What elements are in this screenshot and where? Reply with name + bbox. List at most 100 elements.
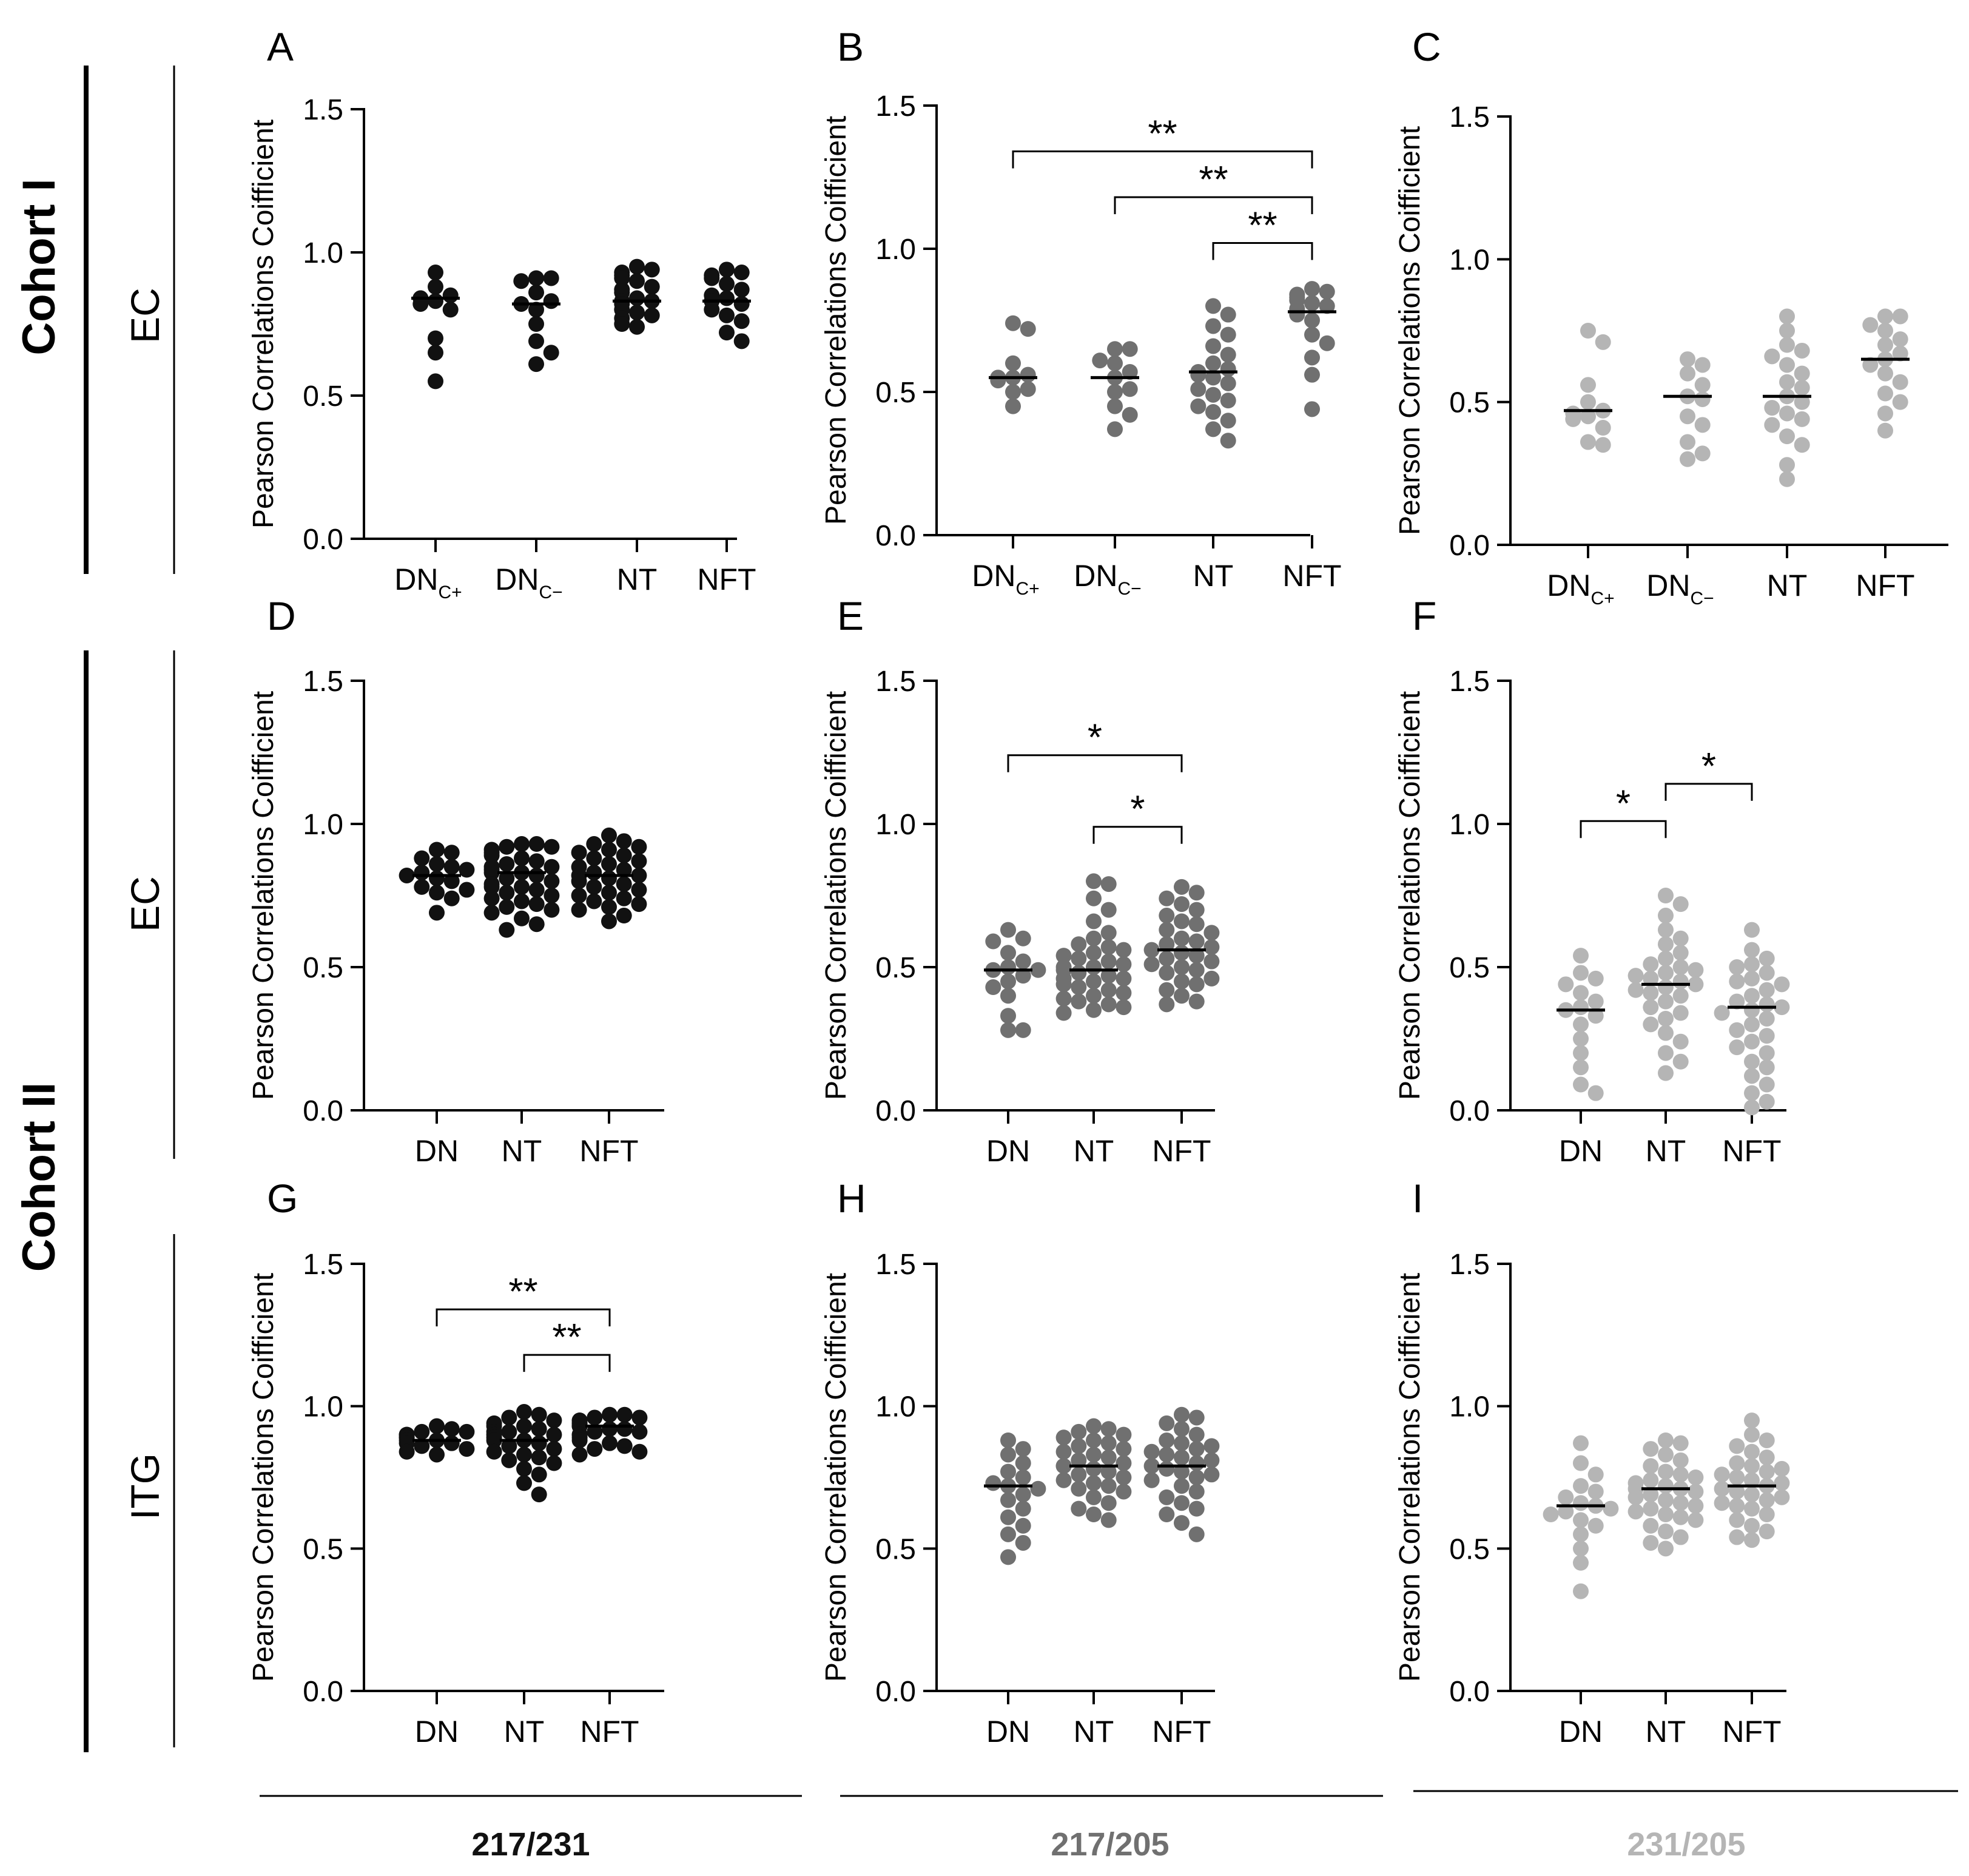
data-point	[516, 1404, 532, 1420]
y-tick-label: 1.5	[1449, 1249, 1490, 1281]
data-point	[1573, 1031, 1589, 1047]
data-point	[513, 273, 530, 289]
data-point	[1774, 1460, 1790, 1477]
data-point	[1643, 1534, 1659, 1551]
data-point	[1203, 925, 1220, 941]
data-point	[1694, 417, 1711, 433]
data-point	[1220, 433, 1236, 449]
data-point	[1729, 973, 1745, 990]
data-point	[1573, 1554, 1589, 1571]
x-tick-label: NFT	[1722, 1134, 1781, 1168]
data-point	[1015, 1469, 1031, 1485]
data-point	[1573, 1583, 1589, 1599]
data-point	[1100, 1478, 1117, 1494]
y-tick-label: 1.0	[303, 809, 343, 841]
data-point	[1159, 890, 1175, 906]
data-point	[644, 261, 660, 278]
data-point	[1086, 1432, 1102, 1448]
data-point	[483, 865, 500, 881]
data-point	[1174, 1406, 1190, 1423]
data-point	[1005, 315, 1021, 331]
panel-letter-F: F	[1412, 593, 1436, 638]
data-point	[1892, 374, 1908, 390]
data-point	[1205, 298, 1221, 314]
data-point	[514, 836, 530, 852]
panel-letter-D: D	[267, 593, 296, 638]
data-point	[1000, 973, 1016, 990]
data-point	[1892, 394, 1908, 410]
x-tick-label: NT	[504, 1715, 545, 1749]
data-point	[1794, 437, 1810, 453]
panel-letter-E: E	[837, 593, 864, 638]
data-point	[1159, 936, 1175, 953]
data-point	[1744, 956, 1760, 973]
x-tick-label: NFT	[1282, 559, 1341, 593]
data-point	[483, 890, 500, 906]
data-point	[1205, 386, 1221, 403]
data-point	[1892, 331, 1908, 348]
x-tick-label: NT	[1074, 1715, 1114, 1749]
data-point	[1759, 1059, 1775, 1076]
data-point	[1573, 1455, 1589, 1471]
data-point	[1188, 948, 1205, 964]
panel-letter-G: G	[267, 1176, 298, 1221]
group-NT	[613, 258, 661, 335]
data-point	[586, 893, 602, 909]
data-point	[531, 1435, 547, 1451]
data-point	[733, 313, 750, 329]
data-point	[1100, 1421, 1117, 1437]
data-point	[1015, 1534, 1031, 1551]
data-point	[644, 278, 660, 295]
data-point	[1744, 1053, 1760, 1070]
data-point	[631, 896, 647, 913]
data-point	[1055, 976, 1072, 993]
data-point	[1627, 1503, 1644, 1520]
data-point	[1100, 925, 1117, 941]
data-point	[644, 307, 660, 323]
data-point	[1000, 1008, 1016, 1024]
data-point	[1862, 357, 1879, 373]
data-point	[414, 1438, 430, 1454]
data-point	[1159, 950, 1175, 967]
region-label-ec-row1: EC	[123, 288, 167, 343]
data-point	[1100, 1463, 1117, 1480]
x-tick-label: NT	[1193, 559, 1234, 593]
data-point	[1627, 968, 1644, 984]
y-tick-label: 0.0	[1449, 530, 1490, 562]
data-point	[1759, 982, 1775, 998]
y-tick-label: 1.5	[1449, 101, 1490, 133]
bracket-line	[1212, 242, 1313, 260]
data-point	[1658, 1432, 1674, 1448]
data-point	[1174, 973, 1190, 990]
data-point	[1159, 1460, 1175, 1477]
data-point	[1714, 1480, 1730, 1497]
group-NT	[1627, 1432, 1704, 1557]
data-point	[1086, 913, 1102, 930]
data-point	[1086, 873, 1102, 889]
x-tick-label: NT	[1646, 1715, 1686, 1749]
data-point	[1694, 357, 1711, 373]
data-point	[719, 307, 735, 323]
data-point	[1030, 962, 1046, 978]
data-point	[1159, 996, 1175, 1013]
data-point	[1729, 959, 1745, 975]
data-point	[528, 867, 545, 883]
data-point	[1086, 1002, 1102, 1018]
data-point	[719, 325, 735, 341]
data-point	[459, 1441, 475, 1457]
data-point	[1658, 950, 1674, 967]
data-point	[1000, 1463, 1016, 1480]
significance-bracket: **	[1114, 159, 1313, 215]
data-point	[1220, 361, 1236, 377]
x-tick-label: NT	[1646, 1134, 1686, 1168]
data-point	[1188, 1426, 1205, 1443]
data-point	[1573, 1059, 1589, 1076]
group-DNC+	[1564, 323, 1612, 453]
data-point	[1143, 1472, 1160, 1488]
data-point	[1159, 1446, 1175, 1463]
data-point	[399, 1443, 415, 1460]
data-point	[1759, 965, 1775, 981]
y-tick-label: 0.5	[303, 380, 343, 413]
significance-label: *	[1130, 789, 1145, 831]
data-point	[1086, 930, 1102, 946]
